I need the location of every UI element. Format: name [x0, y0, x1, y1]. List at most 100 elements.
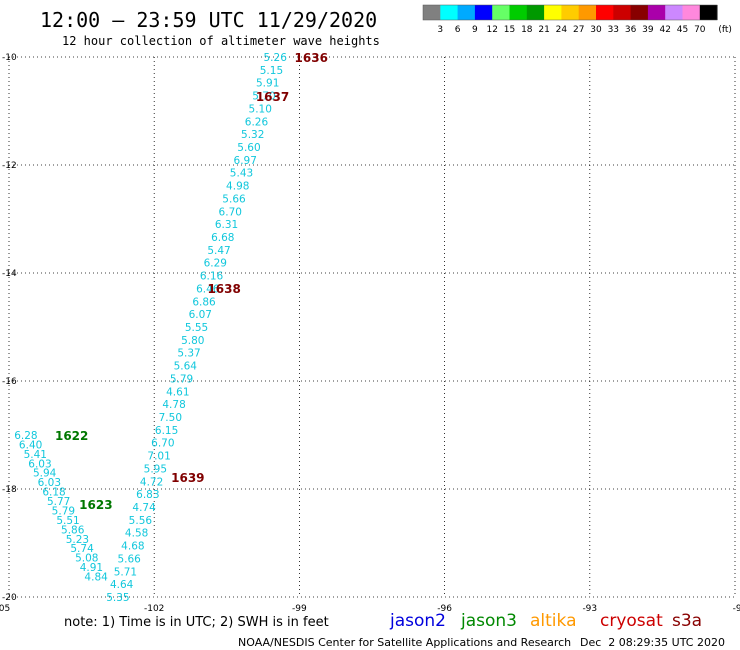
y-tick-labels: -10 -12 -14 -16 -18 -20: [2, 53, 17, 603]
wave-height-value: 4.98: [226, 181, 249, 193]
wave-height-value: 5.26: [264, 52, 288, 64]
wave-height-value: 6.29: [204, 258, 227, 270]
scale-swatch: [423, 5, 441, 20]
wave-height-value: 6.40: [19, 439, 42, 451]
wave-height-value: 5.60: [237, 142, 260, 154]
wave-height-value: 5.55: [185, 322, 208, 334]
wave-height-value: 4.58: [125, 528, 148, 540]
wave-height-value: 7.50: [159, 412, 182, 424]
scale-label: 3: [437, 25, 443, 35]
y-tick-label: -20: [2, 593, 17, 603]
scale-swatch: [561, 5, 580, 20]
wave-height-value: 4.78: [162, 399, 185, 411]
scale-label: 70: [694, 25, 706, 35]
wave-height-value: 6.03: [28, 458, 51, 470]
scale-swatch: [596, 5, 614, 20]
time-label: 1623: [79, 498, 112, 512]
scale-label: 27: [573, 25, 584, 35]
wave-height-value: 4.61: [166, 386, 189, 398]
wave-height-value: 5.66: [117, 553, 141, 565]
y-tick-label: -16: [2, 377, 17, 387]
scale-swatch: [578, 5, 597, 20]
wave-height-value: 5.64: [174, 361, 198, 373]
scale-label: 33: [608, 25, 619, 35]
time-label: 1636: [295, 51, 328, 65]
wave-height-value: 4.74: [132, 502, 156, 514]
wave-height-value: 5.79: [52, 505, 75, 517]
wave-height-value: 6.15: [155, 425, 178, 437]
x-tick-label: -105: [0, 604, 10, 614]
scale-label: 45: [677, 25, 688, 35]
scale-label: 24: [556, 25, 568, 35]
chart-title: 12:00 – 23:59 UTC 11/29/2020: [40, 8, 377, 32]
scale-label: 36: [625, 25, 637, 35]
scale-label: 39: [642, 25, 654, 35]
chart-grid: [8, 56, 736, 598]
footer-note: note: 1) Time is in UTC; 2) SWH is in fe…: [64, 615, 329, 630]
wave-height-value: 4.91: [80, 562, 103, 574]
wave-height-value: 5.32: [241, 129, 264, 141]
scale-label: 18: [521, 25, 533, 35]
wave-height-value: 5.43: [230, 168, 253, 180]
scale-label: 42: [659, 25, 670, 35]
wave-height-value: 5.79: [170, 373, 193, 385]
wave-height-value: 6.18: [42, 487, 65, 499]
wave-height-value: 5.80: [181, 335, 204, 347]
wave-height-value: 6.86: [192, 296, 216, 308]
wave-height-value: 4.72: [140, 476, 163, 488]
x-tick-label: -102: [144, 604, 164, 614]
wave-height-value: 6.83: [136, 489, 159, 501]
color-scale-bar: 3 6 9 12 15 18 21 24 27 30 33 36 39 42 45 70 (ft): [422, 4, 732, 35]
wave-height-value: 5.10: [249, 103, 272, 115]
scale-swatch: [544, 5, 562, 20]
x-tick-label: -96: [437, 604, 452, 614]
scale-label: 15: [504, 25, 515, 35]
wave-height-value: 6.26: [245, 116, 269, 128]
legend-entry: jason3: [460, 611, 517, 631]
wave-height-value: 6.16: [200, 271, 224, 283]
wave-height-value: 6.97: [234, 155, 257, 167]
y-tick-label: -10: [2, 53, 17, 63]
wave-height-value: 5.66: [222, 193, 246, 205]
scale-swatch: [699, 5, 718, 20]
y-tick-label: -14: [2, 269, 17, 279]
scale-swatch: [613, 5, 632, 20]
time-label: 1639: [171, 471, 204, 485]
scale-swatch: [682, 5, 701, 20]
wave-height-value: 6.31: [215, 219, 238, 231]
legend-entry: s3a: [672, 611, 702, 631]
scale-swatch: [492, 5, 510, 20]
wave-height-value: 6.03: [38, 477, 61, 489]
y-tick-label: -12: [2, 161, 17, 171]
y-tick-label: -18: [2, 485, 17, 495]
scale-swatch: [509, 5, 528, 20]
scale-swatch: [526, 5, 545, 20]
wave-height-value: 5.77: [47, 496, 70, 508]
wave-height-value: 5.71: [114, 566, 137, 578]
scale-swatch: [665, 5, 683, 20]
wave-height-value: 4.68: [121, 541, 144, 553]
time-label: 1622: [55, 429, 88, 443]
wave-height-value: 6.70: [151, 438, 174, 450]
track-jason3: 6.286.405.416.035.946.036.185.775.795.51…: [14, 429, 112, 583]
scale-swatch: [647, 5, 666, 20]
wave-height-value: 6.46: [196, 283, 220, 295]
wave-height-value: 5.91: [256, 78, 279, 90]
wave-height-value: 5.70: [252, 91, 275, 103]
footer-timestamp: Dec 2 08:29:35 UTC 2020: [580, 636, 725, 649]
wave-height-value: 5.56: [129, 515, 153, 527]
scale-swatch: [457, 5, 476, 20]
time-label: 1637: [256, 90, 289, 104]
wave-height-value: 5.23: [66, 534, 89, 546]
x-tick-label: -90: [733, 604, 740, 614]
wave-height-value: 5.86: [61, 524, 85, 536]
wave-height-value: 7.01: [147, 451, 170, 463]
track-s3a: 5.265.155.915.705.106.265.325.606.975.43…: [106, 51, 328, 604]
satellite-legend: jason2 jason3 altika cryosat s3a: [389, 611, 702, 631]
wave-height-value: 5.47: [207, 245, 230, 257]
wave-height-value: 5.95: [144, 463, 167, 475]
footer-credit: NOAA/NESDIS Center for Satellite Applica…: [238, 636, 571, 649]
wave-height-value: 5.51: [56, 515, 79, 527]
scale-label: 12: [486, 25, 497, 35]
